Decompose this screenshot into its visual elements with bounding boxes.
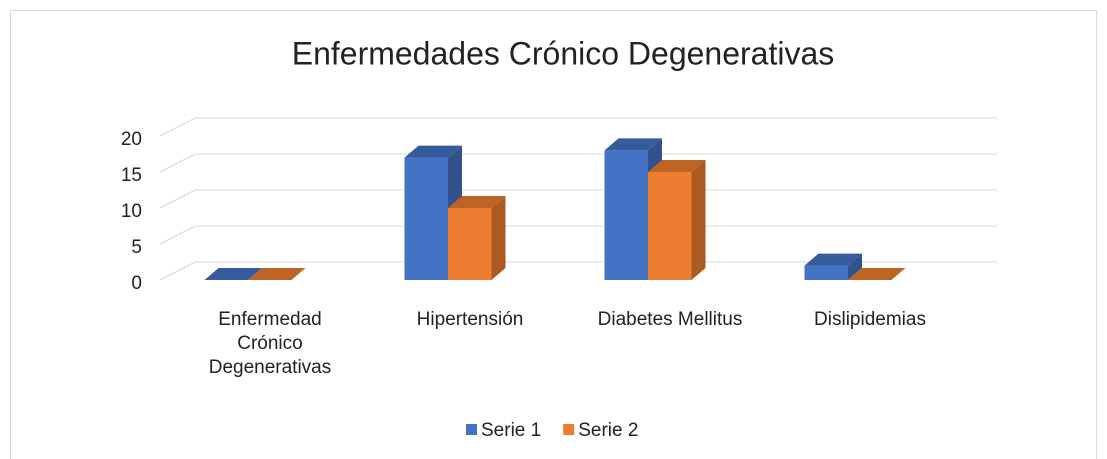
bar-side (848, 253, 862, 280)
grid-line (159, 261, 997, 281)
legend-label: Serie 1 (481, 420, 541, 441)
y-tick-label: 15 (121, 165, 142, 186)
bar-side (491, 196, 506, 280)
grid-line (159, 117, 997, 137)
grid-line (159, 153, 997, 173)
bar (648, 160, 706, 280)
y-tick-label: 0 (131, 273, 142, 294)
bar (804, 253, 862, 280)
bar-top (248, 268, 306, 280)
bar (204, 268, 262, 280)
x-tick-label: Dislipidemias (814, 309, 926, 330)
bar-front (804, 265, 848, 280)
bar-top (204, 268, 262, 280)
bar (248, 268, 306, 280)
legend-label: Serie 2 (578, 420, 638, 441)
y-tick-label: 20 (121, 129, 142, 150)
bar-top (448, 196, 506, 208)
legend-swatch (563, 424, 575, 435)
y-tick-label: 10 (121, 201, 142, 222)
x-tick-label: Enfermedad Crónico Degenerativas (208, 309, 332, 378)
x-tick-label: Diabetes Mellitus (597, 309, 743, 330)
grid-line (159, 189, 997, 209)
bar-front (404, 157, 448, 280)
chart-frame (10, 10, 1097, 459)
bar (848, 268, 906, 280)
bar-top (404, 145, 462, 158)
bar (448, 196, 506, 280)
legend-swatch (466, 424, 477, 435)
bar-front (648, 172, 692, 280)
bar-top (604, 138, 662, 151)
chart-title: Enfermedades Crónico Degenerativas (292, 35, 835, 71)
bar-top (648, 160, 706, 172)
bar-side (691, 160, 706, 280)
bar-front (604, 150, 648, 280)
y-tick-label: 5 (131, 237, 142, 258)
x-tick-label: Hipertensión (416, 309, 524, 330)
grid-line (159, 225, 997, 245)
bar-front (448, 208, 492, 280)
bar-top (848, 268, 906, 280)
bar-top (804, 253, 862, 266)
